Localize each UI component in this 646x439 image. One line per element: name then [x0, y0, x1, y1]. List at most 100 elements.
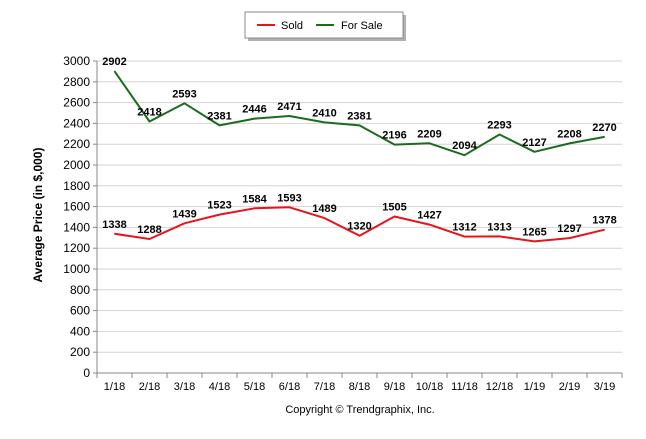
x-tick-label: 9/18	[384, 381, 405, 393]
data-point-sold	[604, 229, 605, 231]
data-label-sold: 1505	[382, 201, 406, 213]
y-tick-label: 3000	[63, 54, 90, 68]
x-tick-label: 1/18	[104, 381, 125, 393]
legend-label-for-sale: For Sale	[341, 20, 383, 32]
data-label-sold: 1288	[137, 224, 161, 236]
y-tick-label: 400	[70, 324, 90, 338]
x-tick-label: 11/18	[451, 381, 478, 393]
legend-label-sold: Sold	[281, 20, 303, 32]
x-tick-label: 8/18	[349, 381, 370, 393]
series-layer	[113, 70, 605, 243]
x-tick-label: 4/18	[209, 381, 230, 393]
data-point-for-sale	[219, 124, 220, 126]
data-label-sold: 1584	[242, 193, 267, 205]
y-tick-label: 2000	[63, 158, 90, 172]
data-label-sold: 1297	[557, 223, 581, 235]
x-tick-label: 5/18	[244, 381, 265, 393]
y-tick-label: 0	[83, 366, 90, 380]
data-label-sold: 1313	[487, 221, 511, 233]
x-tick-label: 3/18	[174, 381, 195, 393]
data-label-for-sale: 2293	[487, 120, 511, 132]
data-point-sold	[464, 236, 465, 238]
data-point-sold	[254, 207, 255, 209]
x-tick-label: 1/19	[524, 381, 545, 393]
x-tick-label: 7/18	[314, 381, 335, 393]
data-label-for-sale: 2471	[277, 101, 301, 113]
data-label-for-sale: 2902	[102, 56, 126, 68]
data-label-layer: 1338 1288 1439 1523 1584 1593 1489 1320 1505 1427…	[102, 56, 616, 238]
y-tick-label: 1400	[63, 220, 90, 234]
data-label-for-sale: 2593	[172, 88, 196, 100]
data-point-for-sale	[254, 118, 255, 120]
y-tick-label: 2400	[63, 116, 90, 130]
legend: Sold For Sale	[244, 11, 406, 41]
y-tick-label: 200	[70, 345, 90, 359]
y-tick-label: 1000	[63, 262, 90, 276]
data-point-sold	[394, 215, 395, 217]
data-point-sold	[359, 235, 360, 237]
data-label-for-sale: 2209	[417, 128, 441, 140]
data-label-for-sale: 2196	[382, 130, 406, 142]
data-point-sold	[114, 233, 115, 235]
data-label-for-sale: 2208	[557, 128, 581, 140]
data-point-for-sale	[499, 134, 500, 136]
data-label-sold: 1523	[207, 200, 231, 212]
data-label-for-sale: 2127	[522, 137, 546, 149]
y-tick-label: 2800	[63, 75, 90, 89]
y-tick-label: 1800	[63, 179, 90, 193]
y-tick-label: 600	[70, 304, 90, 318]
data-label-sold: 1378	[592, 215, 616, 227]
data-point-for-sale	[359, 124, 360, 126]
data-point-sold	[324, 217, 325, 219]
data-point-for-sale	[464, 154, 465, 156]
x-tick-label: 10/18	[416, 381, 444, 393]
data-point-sold	[289, 206, 290, 208]
y-tick-label: 2200	[63, 137, 90, 151]
y-tick-label: 1600	[63, 200, 90, 214]
data-label-for-sale: 2270	[592, 122, 616, 134]
data-label-sold: 1312	[452, 222, 476, 234]
data-point-for-sale	[324, 121, 325, 123]
data-point-for-sale	[604, 136, 605, 138]
data-point-sold	[429, 224, 430, 226]
data-label-sold: 1489	[312, 203, 336, 215]
y-tick-label: 2600	[63, 96, 90, 110]
data-point-sold	[534, 240, 535, 242]
data-label-sold: 1320	[347, 221, 371, 233]
data-point-for-sale	[569, 142, 570, 144]
axis-layer: 0 200 400 600 800 1000 1200 1400 1600 1800 2000 220…	[63, 54, 623, 393]
copyright-text: Copyright © Trendgraphix, Inc.	[285, 404, 434, 416]
data-label-for-sale: 2381	[347, 110, 371, 122]
data-label-for-sale: 2410	[312, 107, 336, 119]
data-label-sold: 1338	[102, 219, 126, 231]
data-point-for-sale	[534, 151, 535, 153]
data-label-sold: 1593	[277, 192, 301, 204]
x-tick-label: 6/18	[279, 381, 300, 393]
data-point-for-sale	[429, 142, 430, 144]
data-point-sold	[149, 238, 150, 240]
data-point-for-sale	[114, 70, 115, 72]
data-label-for-sale: 2446	[242, 104, 266, 116]
x-tick-label: 2/18	[139, 381, 160, 393]
y-tick-label: 800	[70, 283, 90, 297]
data-point-for-sale	[394, 144, 395, 146]
data-label-sold: 1439	[172, 208, 196, 220]
data-point-sold	[569, 237, 570, 239]
data-point-sold	[184, 222, 185, 224]
x-tick-label: 12/18	[486, 381, 514, 393]
data-label-sold: 1265	[522, 226, 546, 238]
x-tick-label: 3/19	[594, 381, 615, 393]
x-tick-label: 2/19	[559, 381, 580, 393]
data-point-for-sale	[149, 121, 150, 123]
y-tick-label: 1200	[63, 241, 90, 255]
data-point-for-sale	[289, 115, 290, 117]
data-label-sold: 1427	[417, 210, 441, 222]
y-axis-title: Average Price (in $,000)	[31, 148, 45, 283]
data-label-for-sale: 2381	[207, 110, 231, 122]
data-label-for-sale: 2418	[137, 107, 161, 119]
data-label-for-sale: 2094	[452, 140, 477, 152]
data-point-sold	[219, 214, 220, 216]
data-point-sold	[499, 235, 500, 237]
